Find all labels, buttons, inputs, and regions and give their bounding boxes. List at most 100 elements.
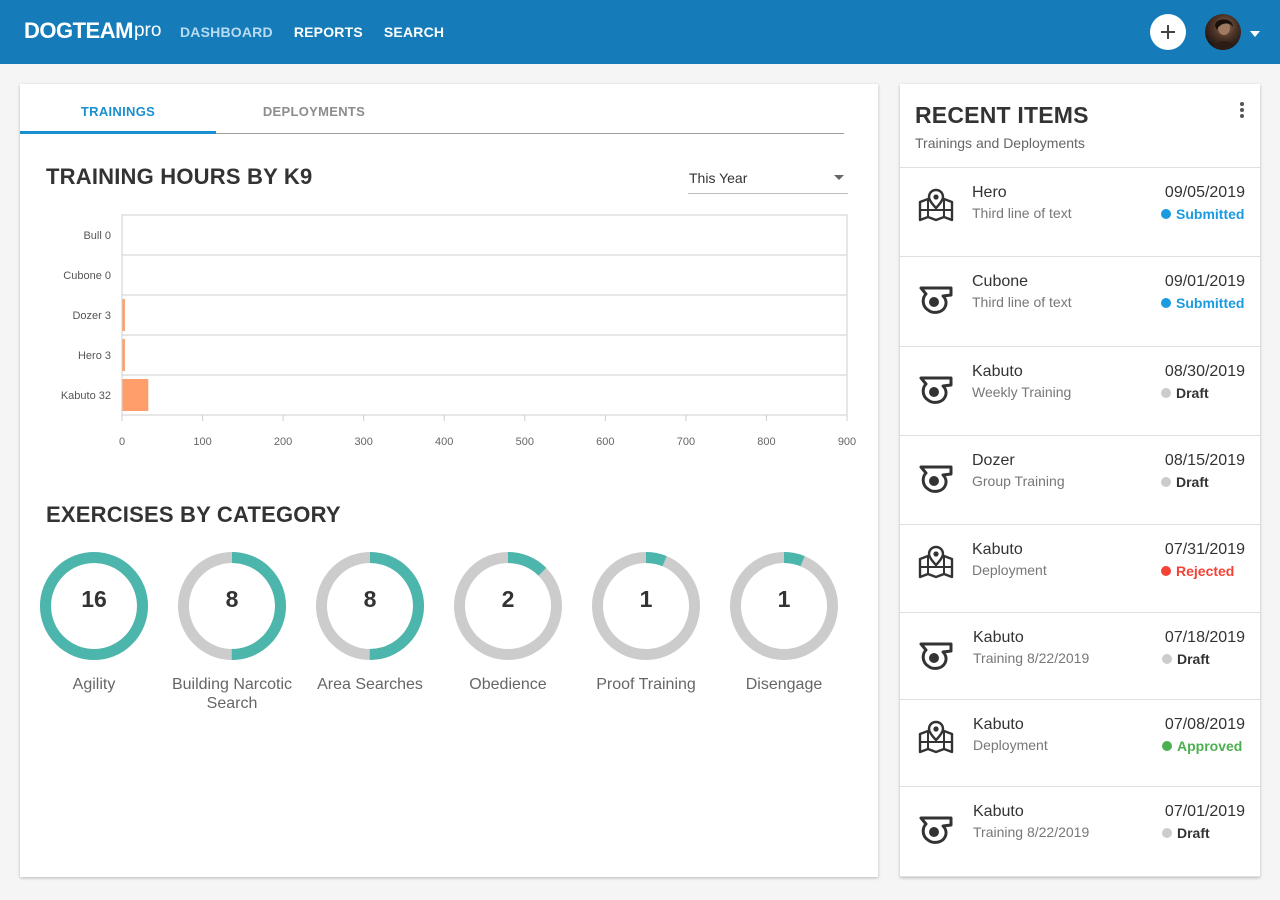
donut-label: Agility [72, 676, 116, 693]
x-axis-tick-label: 500 [516, 436, 534, 448]
donut-disengage[interactable]: 1 Disengage [709, 550, 859, 694]
bar-kabuto[interactable] [122, 379, 149, 411]
donut-agility[interactable]: 16 Agility [19, 550, 169, 694]
item-subtitle: Deployment [972, 562, 1047, 578]
logo-bold-text: DOGTEAM [24, 18, 133, 43]
x-axis-tick-label: 200 [274, 436, 292, 448]
status-label: Submitted [1176, 206, 1245, 222]
list-item[interactable]: Hero Third line of text 09/05/2019 Submitte… [900, 168, 1260, 257]
donut-area-searches[interactable]: 8 Area Searches [295, 550, 445, 694]
item-subtitle: Deployment [973, 737, 1048, 753]
status-badge: Draft [1162, 825, 1210, 841]
item-name: Hero [972, 184, 1007, 201]
add-button[interactable] [1150, 14, 1186, 50]
status-dot-icon [1162, 828, 1172, 838]
tab-bar: TRAININGS DEPLOYMENTS [20, 84, 844, 134]
item-name: Kabuto [973, 803, 1024, 820]
recent-items-list: Hero Third line of text 09/05/2019 Submitte… [900, 167, 1260, 877]
donut-proof-training[interactable]: 1 Proof Training [571, 550, 721, 694]
donut-arc [40, 552, 148, 660]
donut-arc [178, 552, 286, 660]
donut-label: Proof Training [596, 676, 696, 693]
time-range-value: This Year [689, 170, 748, 186]
plus-icon [1161, 25, 1175, 39]
status-dot-icon [1162, 741, 1172, 751]
more-vert-icon[interactable] [1234, 102, 1250, 120]
list-item[interactable]: Kabuto Training 8/22/2019 07/01/2019 Draft [900, 787, 1260, 877]
donut-value: 1 [639, 586, 653, 612]
time-range-select[interactable]: This Year [688, 166, 848, 194]
account-menu-caret-icon[interactable] [1250, 31, 1260, 37]
exercises-title: EXERCISES BY CATEGORY [46, 502, 341, 527]
tab-trainings[interactable]: TRAININGS [20, 84, 216, 134]
item-name: Cubone [972, 273, 1029, 290]
donut-obedience[interactable]: 2 Obedience [433, 550, 583, 694]
status-label: Draft [1176, 474, 1209, 490]
nav-dashboard[interactable]: DASHBOARD [180, 24, 273, 40]
donut-building-narcotic-search[interactable]: 8 Building Narcotic Search [157, 550, 307, 713]
donut-ring [316, 552, 424, 660]
donut-ring [178, 552, 286, 660]
bar-category-label: Kabuto 32 [61, 390, 111, 402]
status-badge: Draft [1162, 651, 1210, 667]
status-badge: Submitted [1161, 206, 1244, 222]
item-subtitle: Training 8/22/2019 [973, 650, 1090, 666]
x-axis-tick-label: 400 [435, 436, 453, 448]
chevron-down-icon [834, 175, 844, 180]
item-date: 07/08/2019 [1164, 716, 1245, 733]
status-label: Submitted [1176, 295, 1245, 311]
map-pin-icon [917, 545, 955, 584]
status-badge: Rejected [1161, 563, 1234, 579]
status-label: Draft [1177, 651, 1210, 667]
status-badge: Approved [1162, 738, 1242, 754]
donut-arc [454, 552, 562, 660]
status-dot-icon [1161, 388, 1171, 398]
nav-search[interactable]: SEARCH [383, 24, 445, 40]
app-logo[interactable]: DOGTEAM pro [24, 16, 161, 46]
x-axis-tick-label: 300 [354, 436, 372, 448]
exercise-donuts: 16 Agility 8 Building Narcotic Search 8 Area S… [20, 550, 878, 750]
list-item[interactable]: Kabuto Deployment 07/08/2019 Approved [900, 700, 1260, 787]
tab-deployments[interactable]: DEPLOYMENTS [262, 104, 366, 119]
item-subtitle: Weekly Training [972, 384, 1072, 400]
donut-label: Disengage [745, 676, 823, 693]
donut-label: Building Narcotic Search [171, 676, 293, 712]
status-dot-icon [1161, 566, 1171, 576]
status-label: Rejected [1176, 563, 1235, 579]
donut-label: Area Searches [317, 676, 423, 693]
bar-hero[interactable] [122, 339, 125, 371]
item-name: Kabuto [972, 363, 1023, 380]
whistle-icon [917, 374, 955, 409]
list-item[interactable]: Kabuto Weekly Training 08/30/2019 Draft [900, 347, 1260, 436]
status-dot-icon [1161, 298, 1171, 308]
list-item[interactable]: Kabuto Deployment 07/31/2019 Rejected [900, 525, 1260, 613]
status-label: Approved [1177, 738, 1243, 754]
whistle-icon [917, 284, 955, 319]
dashboard-card: TRAININGS DEPLOYMENTS TRAINING HOURS BY … [20, 84, 878, 877]
nav-reports[interactable]: REPORTS [293, 24, 363, 40]
user-avatar[interactable] [1205, 14, 1241, 50]
item-subtitle: Training 8/22/2019 [973, 824, 1090, 840]
recent-items-card: RECENT ITEMS Trainings and Deployments H… [900, 84, 1260, 877]
donut-value: 8 [363, 586, 377, 612]
list-item[interactable]: Kabuto Training 8/22/2019 07/18/2019 Draft [900, 613, 1260, 700]
x-axis-tick-label: 0 [119, 436, 125, 448]
bar-category-label: Bull 0 [83, 230, 111, 242]
item-date: 09/01/2019 [1164, 273, 1245, 290]
bar-dozer[interactable] [122, 299, 125, 331]
donut-value: 16 [81, 586, 107, 612]
list-item[interactable]: Cubone Third line of text 09/01/2019 Submit… [900, 257, 1260, 347]
x-axis-tick-label: 900 [838, 436, 856, 448]
x-axis-tick-label: 100 [193, 436, 211, 448]
logo-light-text: pro [133, 20, 162, 41]
item-date: 09/05/2019 [1164, 184, 1245, 201]
status-badge: Draft [1161, 385, 1209, 401]
x-axis-tick-label: 700 [677, 436, 695, 448]
donut-value: 2 [501, 586, 515, 612]
list-item[interactable]: Dozer Group Training 08/15/2019 Draft [900, 436, 1260, 525]
donut-value: 1 [777, 586, 791, 612]
donut-label: Obedience [469, 676, 547, 693]
item-subtitle: Group Training [972, 473, 1065, 489]
training-hours-title: TRAINING HOURS BY K9 [46, 164, 313, 189]
status-label: Draft [1177, 825, 1210, 841]
